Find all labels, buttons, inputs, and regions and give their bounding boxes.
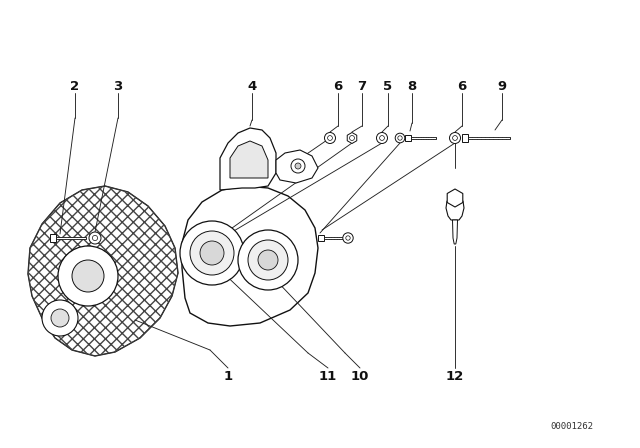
Polygon shape [446,201,464,220]
Polygon shape [318,235,323,241]
Polygon shape [462,134,468,142]
Text: 10: 10 [351,370,369,383]
Circle shape [248,240,288,280]
Circle shape [346,236,350,240]
Circle shape [343,233,353,243]
Circle shape [58,246,118,306]
Polygon shape [452,220,458,244]
Polygon shape [230,141,268,178]
Text: 11: 11 [319,370,337,383]
Circle shape [200,241,224,265]
Polygon shape [468,137,510,139]
Polygon shape [56,237,86,239]
Circle shape [291,159,305,173]
Polygon shape [28,186,178,356]
Polygon shape [220,128,276,190]
Circle shape [180,221,244,285]
Text: 12: 12 [446,370,464,383]
Circle shape [452,136,458,140]
Circle shape [89,232,101,244]
Text: 9: 9 [497,79,507,92]
Polygon shape [323,237,349,239]
Circle shape [324,133,335,143]
Polygon shape [348,133,356,143]
Circle shape [51,309,69,327]
Circle shape [376,133,387,143]
Text: 4: 4 [248,79,257,92]
Circle shape [398,136,402,140]
Circle shape [238,230,298,290]
Circle shape [42,300,78,336]
Circle shape [258,250,278,270]
Text: 2: 2 [70,79,79,92]
Circle shape [190,231,234,275]
Circle shape [72,260,104,292]
Polygon shape [405,135,410,141]
Text: 6: 6 [458,79,467,92]
Text: 5: 5 [383,79,392,92]
Text: 3: 3 [113,79,123,92]
Circle shape [380,136,385,140]
Polygon shape [276,150,318,183]
Polygon shape [50,234,56,241]
Circle shape [349,136,355,141]
Circle shape [449,133,461,143]
Text: 7: 7 [357,79,367,92]
Text: 6: 6 [333,79,342,92]
Polygon shape [182,186,318,326]
Text: 1: 1 [223,370,232,383]
Polygon shape [447,189,463,207]
Text: 8: 8 [408,79,417,92]
Text: 00001262: 00001262 [550,422,593,431]
Circle shape [295,163,301,169]
Polygon shape [410,137,435,139]
Circle shape [92,235,98,241]
Circle shape [328,136,332,140]
Circle shape [396,133,405,143]
